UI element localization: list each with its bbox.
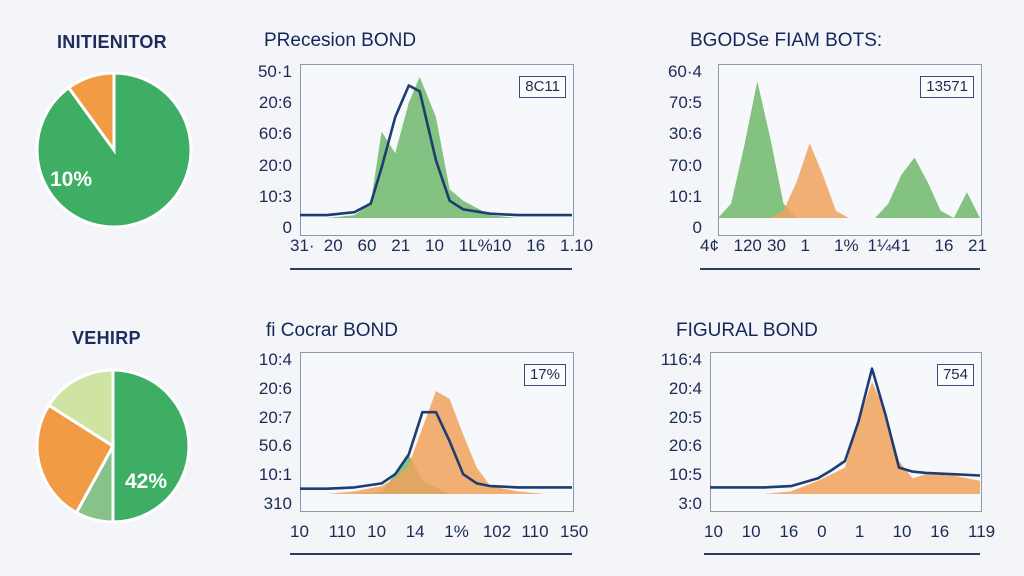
y-tick-label: 10:1 — [668, 186, 702, 206]
x-tick-label: 0 — [817, 522, 827, 541]
x-tick-label: 21 — [391, 236, 411, 255]
pie-slice — [35, 403, 115, 515]
x-tick-label: 30 — [767, 236, 786, 255]
x-tick-label: 150 — [560, 522, 589, 541]
axis-underline — [290, 553, 572, 555]
x-tick-label: 16 — [930, 522, 950, 541]
y-tick-label: 20:6 — [258, 378, 292, 398]
line-series — [300, 410, 572, 490]
y-tick-label: 116:4 — [660, 350, 702, 369]
panel-title: fi Cocrar BOND — [266, 320, 398, 341]
value-badge: 754 — [936, 364, 974, 386]
x-tick-label: 10 — [425, 236, 444, 255]
y-tick-label: 20:7 — [258, 407, 292, 427]
panel-title: PRecesion BOND — [264, 30, 417, 51]
y-tick-label: 70:5 — [668, 93, 702, 113]
area-series — [718, 81, 980, 218]
y-tick-label: 60·4 — [667, 62, 702, 81]
x-tick-label: 119 — [968, 522, 996, 541]
pie-slice — [66, 71, 116, 155]
x-tick-label: 10 — [741, 522, 761, 541]
x-tick-label: 1 — [901, 236, 911, 255]
y-tick-label: 310 — [263, 494, 292, 513]
x-tick-label: 1% — [834, 236, 859, 255]
pie-chart: 42% — [35, 368, 191, 524]
y-tick-label: 60:6 — [258, 124, 292, 144]
y-tick-label: 0 — [692, 218, 702, 237]
y-tick-label: 10:4 — [258, 350, 292, 369]
y-tick-label: 70:0 — [668, 155, 702, 175]
x-tick-label: 1¼4 — [867, 236, 901, 255]
axis-underline — [704, 553, 980, 555]
x-tick-label: 1% — [444, 522, 469, 541]
x-tick-label: 1 — [800, 236, 810, 255]
x-tick-label: 16 — [526, 236, 546, 255]
x-tick-label: 60 — [357, 236, 377, 255]
area-series — [300, 76, 572, 219]
axis-underline — [700, 268, 980, 270]
y-tick-label: 10:1 — [258, 465, 292, 485]
value-badge: 13571 — [920, 76, 974, 98]
axis-underline — [290, 268, 572, 270]
panel-title: FIGURAL BOND — [676, 320, 818, 341]
panel-title: BGODSe FIAM BOTS: — [690, 30, 883, 51]
plot-svg — [718, 81, 980, 218]
y-tick-label: 20:6 — [668, 436, 702, 456]
y-tick-label: 20:5 — [668, 407, 702, 427]
plot-svg — [300, 76, 572, 219]
pie-data-label: 42% — [125, 470, 167, 493]
x-tick-label: 102 — [482, 522, 512, 541]
x-tick-label: 16 — [779, 522, 799, 541]
x-tick-label: 14 — [405, 522, 425, 541]
x-tick-label: 110 — [328, 522, 356, 541]
y-tick-label: 10:3 — [258, 186, 292, 206]
x-tick-label: 1 — [854, 522, 865, 541]
x-tick-label: 110 — [521, 522, 549, 541]
x-tick-label: 4¢ — [700, 236, 719, 255]
y-tick-label: 20:6 — [258, 93, 292, 113]
x-tick-label: 20 — [323, 236, 343, 255]
value-badge: 17% — [523, 364, 566, 386]
pie-title: VEHIRP — [72, 328, 141, 348]
y-tick-label: 50·1 — [257, 62, 292, 81]
y-tick-label: 3:0 — [678, 494, 702, 513]
y-tick-label: 50.6 — [258, 436, 292, 456]
x-tick-label: 10 — [704, 522, 723, 541]
pie-chart: 10% — [35, 71, 193, 229]
x-tick-label: 10 — [492, 236, 512, 255]
plot-svg — [710, 367, 981, 494]
x-tick-label: 1.10 — [560, 236, 594, 255]
y-tick-label: 10:5 — [668, 465, 702, 485]
pie-slice — [111, 368, 191, 524]
line-series — [300, 84, 572, 217]
pie-data-label: 10% — [50, 168, 92, 191]
x-tick-label: 21 — [968, 236, 987, 255]
y-tick-label: 0 — [282, 218, 292, 237]
y-tick-label: 20:0 — [258, 155, 292, 175]
x-tick-label: 16 — [934, 236, 954, 255]
y-tick-label: 20:4 — [668, 378, 702, 398]
line-series — [710, 367, 981, 489]
x-tick-label: 31· — [290, 236, 315, 255]
x-tick-label: 120 — [733, 236, 762, 255]
x-tick-label: 1L% — [458, 236, 493, 255]
value-badge: 8C11 — [519, 76, 566, 98]
y-tick-label: 30:6 — [668, 124, 702, 144]
pie-slice — [46, 368, 115, 449]
plot-svg — [300, 391, 572, 494]
area-series — [710, 381, 980, 494]
x-tick-label: 10 — [367, 522, 387, 541]
area-series — [300, 391, 572, 494]
x-tick-label: 10 — [290, 522, 309, 541]
x-tick-label: 10 — [892, 522, 912, 541]
pie-title: INITIENITOR — [57, 32, 167, 52]
